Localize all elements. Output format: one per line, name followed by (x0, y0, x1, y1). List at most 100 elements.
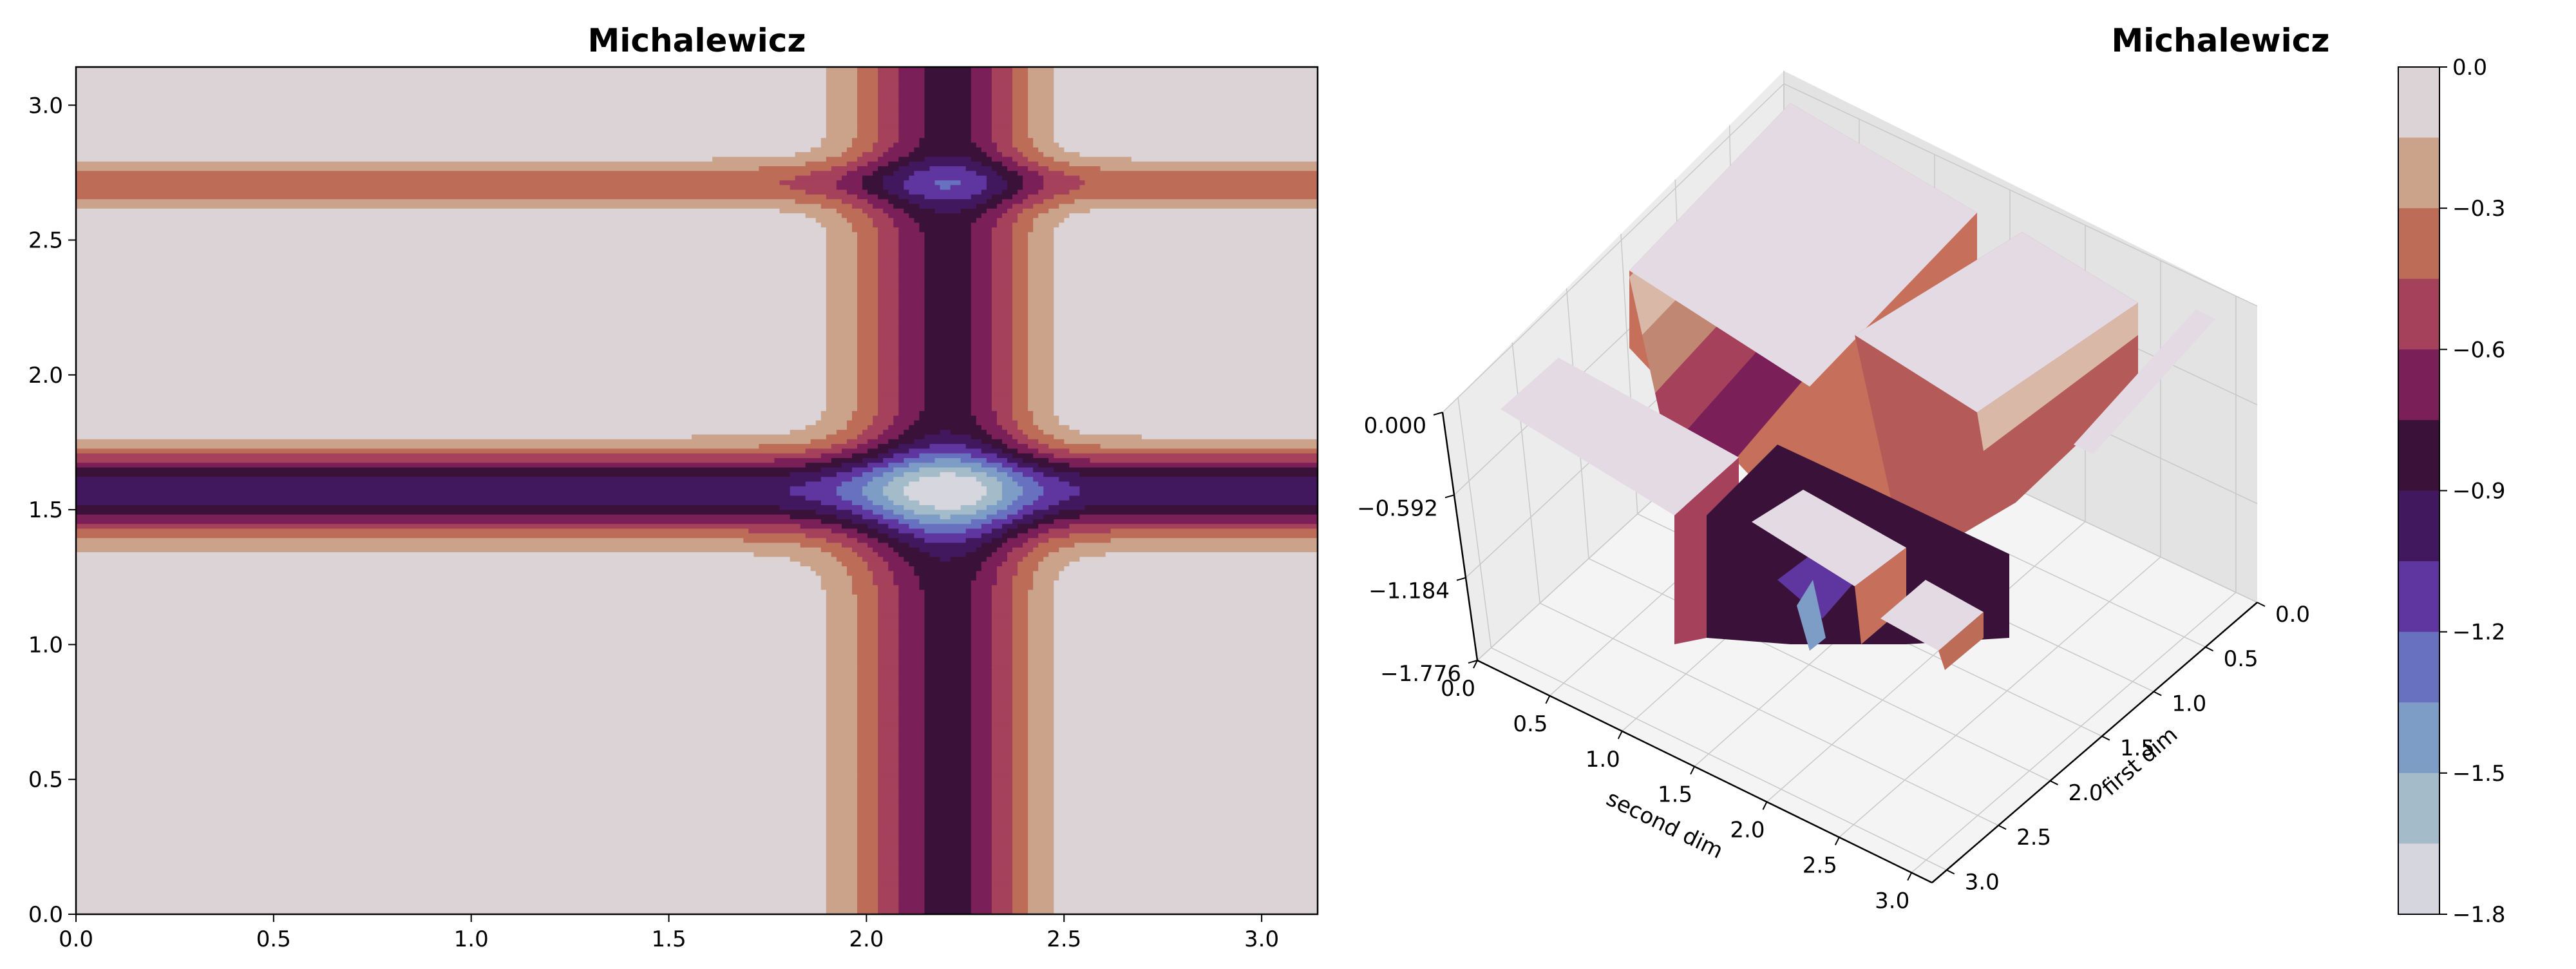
contour-cell (826, 890, 858, 896)
contour-cell (924, 269, 972, 275)
contour-cell (1059, 570, 1318, 576)
contour-cell (873, 419, 894, 425)
contour-cell (1054, 716, 1318, 722)
contour-cell (971, 363, 992, 369)
contour-cell (898, 735, 925, 741)
contour-cell (1028, 109, 1054, 115)
contour-cell (898, 805, 925, 811)
contour-cell (846, 439, 868, 445)
contour-cell (991, 349, 1013, 355)
contour-cell (971, 368, 992, 374)
contour-cell (991, 321, 1013, 327)
contour-cell (898, 853, 925, 858)
contour-cell (1012, 674, 1028, 680)
contour-cell (1054, 293, 1318, 298)
contour-cell (991, 194, 1013, 200)
contour-cell (1012, 603, 1028, 609)
contour-cell (1012, 589, 1028, 595)
contour-cell (898, 825, 925, 830)
contour-cell (857, 67, 878, 72)
contour-cell (991, 528, 1008, 533)
contour-cell (831, 528, 858, 533)
surface-plateau-center-side (1855, 548, 1906, 644)
contour-cell (991, 109, 1013, 115)
contour-cell (1012, 241, 1028, 247)
contour-cell (991, 443, 1008, 449)
contour-cell (924, 627, 972, 633)
contour-cell (898, 796, 925, 802)
contour-cell (841, 495, 868, 501)
contour-cell (1064, 566, 1318, 571)
contour-cell (904, 457, 936, 463)
contour-cell (971, 335, 992, 341)
contour-cell (1018, 561, 1039, 566)
contour-cell (1028, 763, 1054, 769)
contour-cell (991, 834, 1013, 839)
contour-cell (1028, 81, 1054, 86)
contour-cell (996, 580, 1013, 586)
contour-cell (1048, 208, 1091, 214)
contour-cell (76, 834, 827, 839)
contour-cell (795, 151, 842, 157)
contour-cell (826, 260, 858, 265)
contour-cell (996, 415, 1013, 421)
contour-cell (857, 778, 878, 783)
contour-cell (1028, 401, 1054, 407)
contour-cell (1054, 796, 1318, 802)
contour-cell (991, 72, 1013, 77)
contour-cell (826, 792, 858, 797)
contour-cell (76, 490, 791, 496)
contour-cell (878, 636, 899, 642)
contour-cell (1018, 481, 1039, 486)
contour-cell (924, 758, 972, 764)
contour-cell (1054, 231, 1318, 237)
contour-cell (76, 731, 827, 736)
contour-cell (1033, 222, 1059, 227)
contour-cell (1018, 161, 1039, 167)
contour-cell (924, 853, 972, 858)
contour-cell (924, 331, 972, 336)
contour-cell (888, 439, 914, 445)
contour-cell (852, 476, 873, 482)
contour-cell (826, 311, 858, 317)
contour-cell (1054, 782, 1318, 788)
contour-cell (971, 325, 992, 331)
contour-cell (857, 853, 878, 858)
contour-cell (898, 872, 925, 878)
contour-cell (862, 429, 884, 435)
contour-cell (1028, 867, 1054, 872)
contour-cell (919, 466, 972, 472)
contour-cell (857, 829, 878, 835)
contour-cell (826, 321, 858, 327)
contour-cell (76, 217, 817, 223)
contour-cell (1054, 725, 1318, 731)
contour-cell (924, 829, 972, 835)
contour-cell (857, 787, 878, 792)
contour-cell (878, 740, 899, 745)
contour-cell (1084, 504, 1318, 510)
contour-cell (991, 382, 1013, 388)
contour-cell (996, 170, 1018, 176)
contour-cell (1059, 509, 1318, 515)
contour-cell (1038, 170, 1065, 176)
contour-cell (826, 401, 858, 407)
contour-cell (893, 570, 914, 576)
contour-y-tick-label: 2.5 (28, 228, 63, 254)
contour-cell (898, 890, 925, 896)
contour-cell (919, 476, 977, 482)
surface-plateau-front (1880, 580, 1984, 651)
contour-cell (1018, 509, 1034, 515)
contour-cell (1054, 72, 1318, 77)
contour-cell (1012, 731, 1028, 736)
contour-cell (898, 100, 925, 106)
contour-cell (76, 533, 806, 539)
surface-minimum-tip (1797, 580, 1826, 651)
contour-cell (898, 702, 925, 708)
contour-cell (991, 255, 1013, 261)
contour-cell (857, 721, 878, 727)
contour-cell (76, 345, 827, 350)
contour-cell (1054, 801, 1318, 807)
contour-cell (1079, 490, 1318, 496)
contour-cell (971, 100, 992, 106)
contour-cell (1064, 439, 1318, 445)
